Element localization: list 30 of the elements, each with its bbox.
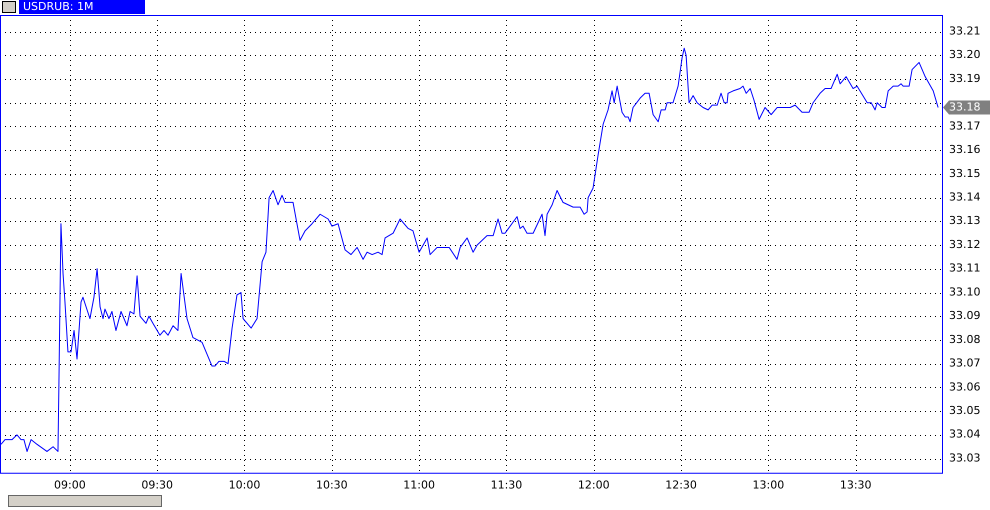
x-tick-label: 13:30 [840, 478, 872, 492]
y-tick-label: 33.05 [949, 404, 980, 417]
x-tick-label: 12:00 [578, 478, 610, 492]
y-tick-label: 33.16 [949, 143, 980, 156]
x-tick-label: 12:30 [665, 478, 697, 492]
x-tick-label: 09:00 [54, 478, 86, 492]
y-tick-label: 33.06 [949, 380, 980, 394]
chart-title: USDRUB: 1M [19, 0, 146, 14]
y-tick-label: 33.04 [949, 428, 980, 441]
y-tick-label: 33.13 [949, 214, 980, 228]
y-tick-label: 33.17 [949, 119, 980, 132]
y-tick-label: 33.20 [949, 48, 980, 62]
x-tick-label: 11:00 [403, 478, 435, 492]
x-tick-label: 11:30 [490, 478, 522, 492]
y-tick-label: 33.09 [949, 309, 980, 322]
y-tick-label: 33.12 [949, 238, 980, 251]
x-tick-label: 10:30 [316, 478, 348, 492]
y-tick-label: 33.03 [949, 451, 980, 464]
y-tick-label: 33.08 [949, 332, 980, 346]
x-tick-label: 10:00 [228, 478, 260, 492]
y-tick-label: 33.21 [949, 24, 980, 38]
y-tick-label: 33.14 [949, 190, 980, 204]
y-tick-label: 33.11 [949, 262, 980, 275]
y-tick-label: 33.15 [949, 166, 980, 180]
text: 33.18 [949, 100, 980, 114]
x-tick-label: 13:00 [752, 478, 784, 492]
y-tick-label: 33.07 [949, 356, 980, 370]
y-tick-label: 33.19 [949, 72, 980, 85]
x-tick-label: 09:30 [141, 478, 174, 492]
y-tick-label: 33.10 [949, 285, 980, 298]
